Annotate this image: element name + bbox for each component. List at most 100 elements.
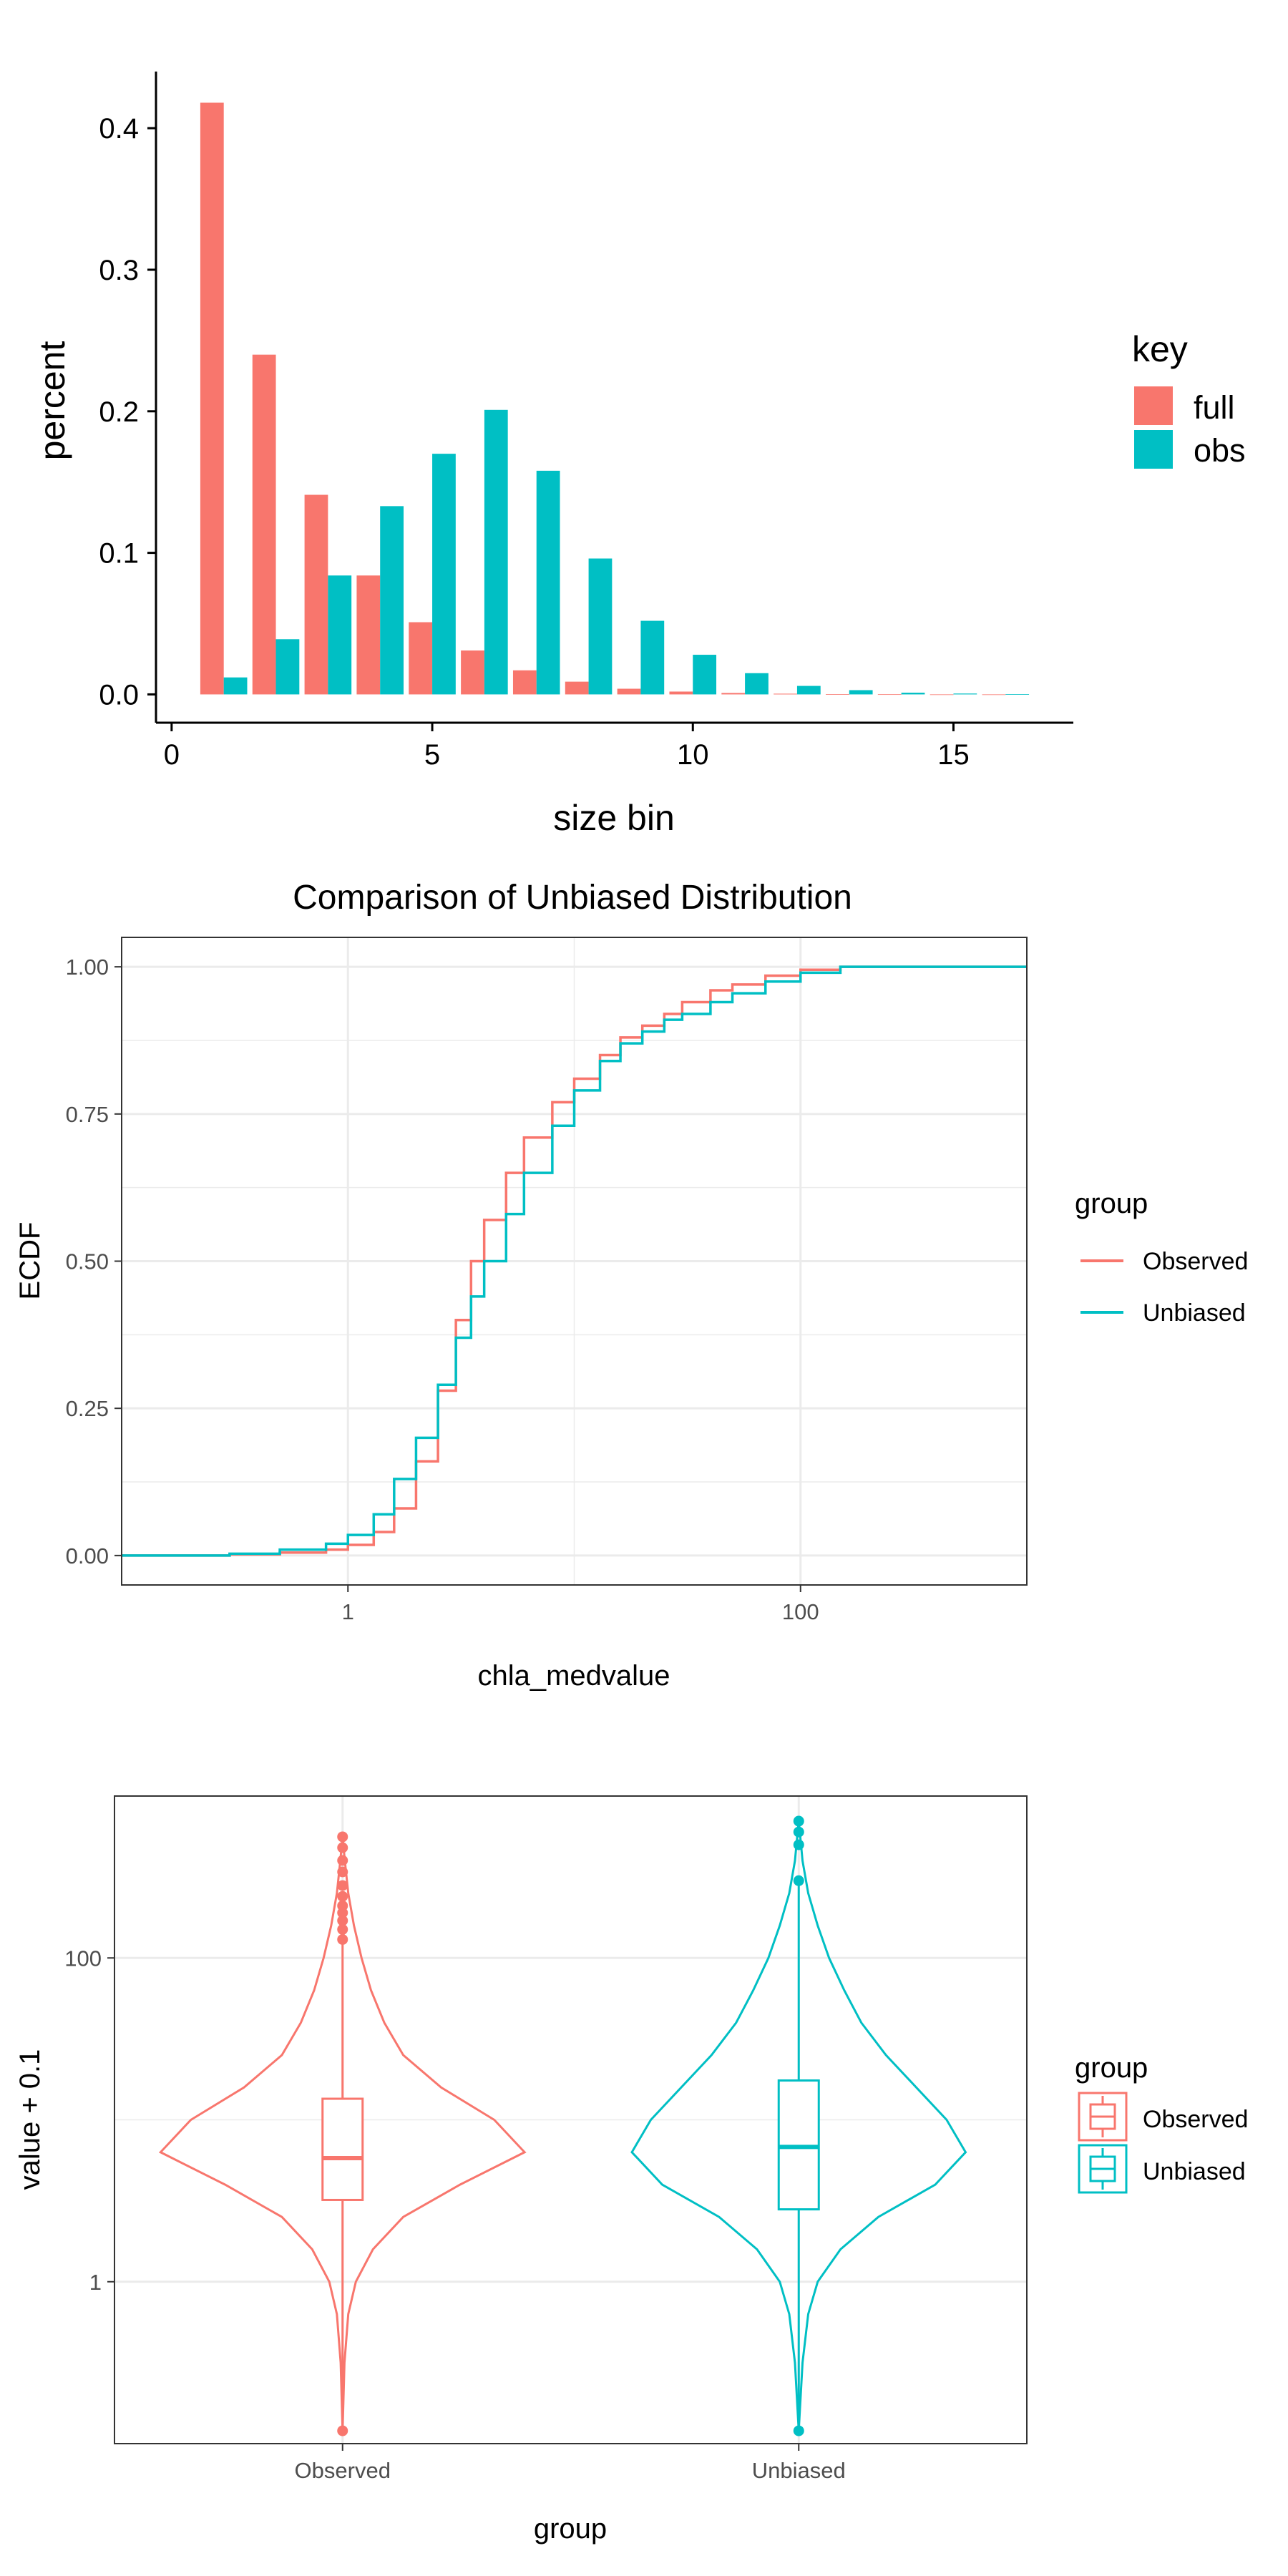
histogram-legend-title: key xyxy=(1132,329,1188,369)
bar-obs-1 xyxy=(223,677,248,695)
bar-obs-10 xyxy=(693,655,717,695)
outlier-point xyxy=(793,1815,804,1827)
violin-y-ticks: 1 100 xyxy=(64,1946,114,2295)
violin-legend: group Observed Unbiased xyxy=(1075,2052,1248,2194)
violin-panel-border xyxy=(114,1795,1028,2444)
bar-obs-16 xyxy=(1005,694,1030,695)
bar-obs-11 xyxy=(745,673,769,695)
x-tick-label: Observed xyxy=(295,2458,391,2483)
y-tick-label: 0.4 xyxy=(99,113,139,145)
ecdf-x-axis-title: chla_medvalue xyxy=(477,1660,670,1692)
violin-x-ticks: Observed Unbiased xyxy=(295,2444,846,2483)
outlier-point xyxy=(337,1880,348,1891)
bar-full-4 xyxy=(356,575,381,695)
bar-obs-5 xyxy=(432,454,456,695)
histogram-legend-label-obs: obs xyxy=(1194,432,1246,469)
outlier-point xyxy=(793,1826,804,1838)
bar-full-9 xyxy=(617,688,641,695)
bar-full-2 xyxy=(252,354,276,695)
violin-y-axis-title: value + 0.1 xyxy=(14,2049,46,2190)
histogram-panel: 0.00.10.20.30.4 0 5 10 15 size bin percent … xyxy=(32,72,1246,838)
outlier-point xyxy=(337,1933,348,1945)
histogram-legend-label-full: full xyxy=(1194,389,1235,426)
x-tick-label: 1 xyxy=(342,1599,354,1624)
x-tick-label: 10 xyxy=(677,739,709,771)
bar-full-8 xyxy=(565,681,589,695)
histogram-legend: key full obs xyxy=(1132,329,1246,469)
bar-full-15 xyxy=(930,694,954,696)
bar-obs-4 xyxy=(380,506,404,695)
y-tick-label: 0.3 xyxy=(99,255,139,286)
outlier-point xyxy=(793,1875,804,1886)
y-tick-label: 0.50 xyxy=(66,1249,109,1274)
y-tick-label: 1 xyxy=(89,2270,102,2295)
bar-obs-2 xyxy=(275,639,300,695)
y-tick-label: 0.25 xyxy=(66,1396,109,1421)
outlier-point xyxy=(337,1855,348,1866)
outlier-point xyxy=(337,1866,348,1878)
x-tick-label: 100 xyxy=(782,1599,819,1624)
ecdf-line-unbiased xyxy=(122,965,1027,1557)
y-tick-label: 1.00 xyxy=(66,955,109,980)
ecdf-title: Comparison of Unbiased Distribution xyxy=(293,879,852,917)
ecdf-legend-label-observed: Observed xyxy=(1143,1248,1248,1275)
histogram-y-axis-title: percent xyxy=(32,341,72,461)
bar-full-13 xyxy=(826,694,849,695)
x-tick-label: 5 xyxy=(424,739,440,771)
violin-legend-label-observed: Observed xyxy=(1143,2106,1248,2133)
ecdf-legend: group Observed Unbiased xyxy=(1075,1188,1248,1327)
bar-obs-13 xyxy=(849,690,873,695)
bar-obs-9 xyxy=(640,620,665,695)
bar-full-14 xyxy=(877,694,902,696)
ecdf-line-observed xyxy=(122,965,1027,1557)
outlier-point xyxy=(793,1839,804,1850)
bar-obs-6 xyxy=(484,409,508,695)
bar-obs-14 xyxy=(901,693,925,695)
ecdf-x-ticks: 1 100 xyxy=(342,1585,819,1624)
violin-x-axis-title: group xyxy=(534,2513,607,2545)
bar-full-16 xyxy=(982,694,1006,696)
ecdf-panel: Comparison of Unbiased Distribution 0.00… xyxy=(14,879,1248,1692)
x-tick-label: 0 xyxy=(164,739,180,771)
y-tick-label: 100 xyxy=(64,1946,102,1971)
x-tick-label: Unbiased xyxy=(752,2458,846,2483)
outlier-point xyxy=(337,1890,348,1902)
histogram-bars xyxy=(200,102,1030,696)
outlier-point xyxy=(793,2425,804,2436)
violin-legend-key-observed xyxy=(1078,2092,1128,2142)
histogram-legend-key-full xyxy=(1134,386,1173,425)
bar-obs-8 xyxy=(588,558,613,695)
ecdf-legend-label-unbiased: Unbiased xyxy=(1143,1299,1246,1327)
y-tick-label: 0.2 xyxy=(99,396,139,428)
histogram-x-axis-title: size bin xyxy=(553,798,675,838)
bar-full-12 xyxy=(774,693,797,695)
bar-full-5 xyxy=(409,622,433,695)
histogram-y-ticks: 0.0 0.1 0.2 0.3 0.4 xyxy=(99,113,156,711)
bar-obs-12 xyxy=(796,686,821,695)
ecdf-lines xyxy=(122,965,1027,1557)
bar-obs-3 xyxy=(328,575,352,695)
bar-full-6 xyxy=(461,650,484,695)
violin-legend-key-unbiased xyxy=(1078,2144,1128,2194)
y-tick-label: 0.1 xyxy=(99,538,139,570)
bar-obs-15 xyxy=(953,693,977,695)
violin-shapes xyxy=(158,1815,967,2436)
outlier-point xyxy=(337,1842,348,1853)
y-tick-label: 0.00 xyxy=(66,1543,109,1568)
bar-full-3 xyxy=(304,494,328,695)
violin-legend-label-unbiased: Unbiased xyxy=(1143,2158,1246,2185)
outlier-point xyxy=(337,1831,348,1843)
x-tick-label: 15 xyxy=(937,739,970,771)
histogram-x-ticks: 0 5 10 15 xyxy=(164,723,970,771)
histogram-legend-key-obs xyxy=(1134,430,1173,469)
bar-full-10 xyxy=(669,691,693,695)
bar-full-11 xyxy=(721,693,746,695)
y-tick-label: 0.75 xyxy=(66,1102,109,1127)
bar-obs-7 xyxy=(536,470,560,695)
ecdf-y-axis-title: ECDF xyxy=(14,1222,46,1300)
bar-full-1 xyxy=(200,102,224,695)
violin-legend-title: group xyxy=(1075,2052,1148,2084)
box-observed xyxy=(321,2097,364,2201)
